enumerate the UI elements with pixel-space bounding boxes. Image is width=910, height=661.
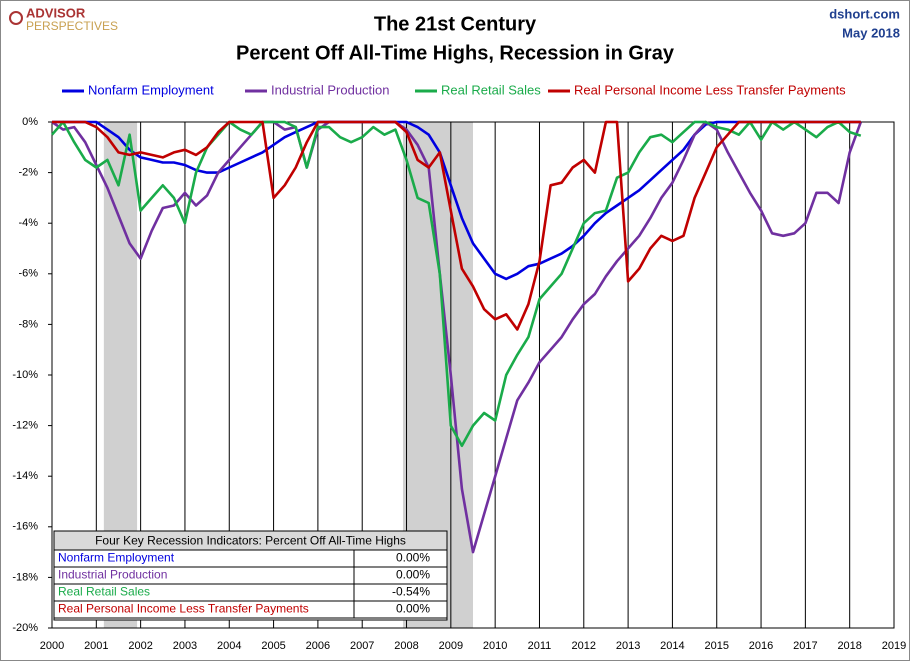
table-row-label: Real Personal Income Less Transfer Payme… bbox=[58, 602, 309, 616]
table-row-value: 0.00% bbox=[396, 568, 430, 582]
table-row-label: Nonfarm Employment bbox=[58, 551, 175, 565]
y-tick-label: -2% bbox=[18, 167, 38, 179]
chart-title: The 21st Century bbox=[374, 13, 537, 35]
table-title: Four Key Recession Indicators: Percent O… bbox=[95, 534, 406, 548]
x-tick-label: 2018 bbox=[837, 640, 861, 652]
chart-subtitle: Percent Off All-Time Highs, Recession in… bbox=[236, 42, 675, 64]
series-line bbox=[51, 120, 863, 554]
brand: PERSPECTIVES bbox=[26, 19, 118, 33]
table-row-label: Industrial Production bbox=[58, 568, 167, 582]
x-tick-label: 2017 bbox=[793, 640, 817, 652]
legend-label: Real Retail Sales bbox=[441, 82, 541, 97]
table-row-value: -0.54% bbox=[392, 585, 430, 599]
table-row-value: 0.00% bbox=[396, 551, 430, 565]
legend-label: Industrial Production bbox=[271, 82, 390, 97]
y-tick-label: -6% bbox=[18, 268, 38, 280]
legend-label: Nonfarm Employment bbox=[88, 82, 214, 97]
series-line bbox=[52, 120, 861, 331]
table-header bbox=[53, 530, 448, 551]
brand: ADVISOR bbox=[26, 5, 86, 20]
x-tick-label: 2019 bbox=[882, 640, 906, 652]
x-tick-label: 2011 bbox=[528, 640, 552, 652]
logo-icon bbox=[9, 11, 23, 25]
x-tick-label: 2000 bbox=[40, 640, 64, 652]
x-tick-label: 2002 bbox=[128, 640, 152, 652]
y-tick-label: -8% bbox=[18, 318, 38, 330]
table-row-value: 0.00% bbox=[396, 602, 430, 616]
x-tick-label: 2004 bbox=[217, 640, 241, 652]
x-tick-label: 2003 bbox=[173, 640, 197, 652]
y-tick-label: -16% bbox=[12, 521, 38, 533]
x-tick-label: 2001 bbox=[84, 640, 108, 652]
y-tick-label: -20% bbox=[12, 622, 38, 634]
x-tick-label: 2009 bbox=[439, 640, 463, 652]
y-tick-label: 0% bbox=[22, 116, 38, 128]
series-line bbox=[52, 120, 861, 281]
x-tick-label: 2008 bbox=[394, 640, 418, 652]
source: dshort.com bbox=[829, 6, 900, 21]
table-row-label: Real Retail Sales bbox=[58, 585, 150, 599]
date: May 2018 bbox=[842, 25, 900, 40]
legend-label: Real Personal Income Less Transfer Payme… bbox=[574, 82, 846, 97]
y-tick-label: -4% bbox=[18, 217, 38, 229]
y-tick-label: -18% bbox=[12, 571, 38, 583]
x-tick-label: 2005 bbox=[261, 640, 285, 652]
x-tick-label: 2016 bbox=[749, 640, 773, 652]
x-tick-label: 2007 bbox=[350, 640, 374, 652]
y-tick-label: -14% bbox=[12, 470, 38, 482]
y-tick-label: -12% bbox=[12, 420, 38, 432]
y-tick-label: -10% bbox=[12, 369, 38, 381]
x-tick-label: 2012 bbox=[572, 640, 596, 652]
series-line bbox=[51, 120, 862, 448]
x-tick-label: 2006 bbox=[306, 640, 330, 652]
plot-border bbox=[51, 121, 895, 629]
x-tick-label: 2015 bbox=[704, 640, 728, 652]
x-tick-label: 2014 bbox=[660, 640, 684, 652]
x-tick-label: 2013 bbox=[616, 640, 640, 652]
x-tick-label: 2010 bbox=[483, 640, 507, 652]
